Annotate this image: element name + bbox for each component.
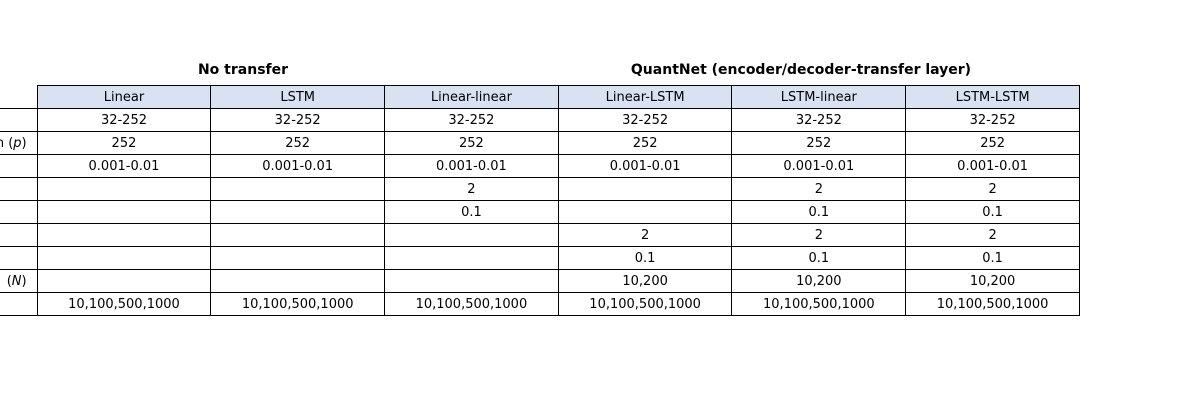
row-label: [0, 108, 38, 132]
hyperparameter-table: Linear LSTM Linear-linear Linear-LSTM LS…: [0, 85, 1080, 316]
table-cell: 0.1: [557, 246, 733, 270]
table-cell: 0.001-0.01: [384, 154, 559, 178]
table-cell: [210, 223, 386, 247]
table-cell: 2: [905, 177, 1080, 201]
row-label-tail: ): [21, 273, 27, 289]
table-cell: [210, 200, 386, 224]
table-row: 0.1 0.1 0.1: [0, 246, 1080, 270]
table-cell: 2: [384, 177, 559, 201]
table-cell: 10,100,500,1000: [905, 292, 1080, 316]
row-label: [0, 292, 38, 316]
row-label: [0, 200, 38, 224]
column-header-lstm-linear: LSTM-linear: [731, 85, 907, 109]
table-cell: [36, 223, 212, 247]
table-cell: [210, 269, 386, 293]
table-cell: 0.1: [905, 200, 1080, 224]
table-cell: 2: [557, 223, 733, 247]
table-cell: 0.001-0.01: [557, 154, 733, 178]
row-label: [0, 246, 38, 270]
column-header-linear-lstm: Linear-LSTM: [557, 85, 733, 109]
table-cell: 252: [36, 131, 212, 155]
table-cell: 32-252: [731, 108, 907, 132]
row-label: gth (p): [0, 131, 38, 155]
column-header-linear: Linear: [36, 85, 212, 109]
table-row: 32-252 32-252 32-252 32-252 32-252 32-252: [0, 108, 1080, 132]
table-cell: [210, 177, 386, 201]
quantnet-group-title: QuantNet (encoder/decoder-transfer layer…: [630, 62, 972, 78]
table-cell: [36, 200, 212, 224]
table-cell: 0.1: [905, 246, 1080, 270]
no-transfer-group-title: No transfer: [197, 62, 289, 78]
table-cell: [557, 177, 733, 201]
table-cell: 32-252: [905, 108, 1080, 132]
row-label-text: (: [6, 273, 12, 289]
table-cell: [36, 177, 212, 201]
table-cell: [210, 246, 386, 270]
table-cell: 32-252: [36, 108, 212, 132]
table-cell: [36, 269, 212, 293]
table-cell: 2: [731, 223, 907, 247]
table-row: 0.001-0.01 0.001-0.01 0.001-0.01 0.001-0.01…: [0, 154, 1080, 178]
table-cell: 10,100,500,1000: [384, 292, 559, 316]
table-cell: 0.001-0.01: [731, 154, 907, 178]
table-row: 10,100,500,1000 10,100,500,1000 10,100,500…: [0, 292, 1080, 316]
table-cell: [384, 223, 559, 247]
row-label-text: gth (: [0, 135, 14, 151]
column-header-linear-linear: Linear-linear: [384, 85, 559, 109]
table-header-row: Linear LSTM Linear-linear Linear-LSTM LS…: [0, 85, 1080, 109]
table-cell: 252: [557, 131, 733, 155]
table-cell: 0.001-0.01: [36, 154, 212, 178]
row-label: [0, 223, 38, 247]
table-cell: 0.001-0.01: [905, 154, 1080, 178]
table-cell: 10,100,500,1000: [210, 292, 386, 316]
table-cell: 0.1: [731, 246, 907, 270]
table-cell: 252: [384, 131, 559, 155]
table-cell: 0.1: [731, 200, 907, 224]
table-cell: 2: [905, 223, 1080, 247]
row-label-tail: ): [21, 135, 27, 151]
table-cell: 10,200: [557, 269, 733, 293]
table-cell: [384, 269, 559, 293]
row-label: [0, 154, 38, 178]
table-cell: 10,100,500,1000: [36, 292, 212, 316]
table-cell: 10,100,500,1000: [557, 292, 733, 316]
table-cell: 0.1: [384, 200, 559, 224]
table-cell: 252: [210, 131, 386, 155]
table-cell: [36, 246, 212, 270]
column-header-lstm-lstm: LSTM-LSTM: [905, 85, 1080, 109]
table-cell: [384, 246, 559, 270]
table-cell: 10,200: [731, 269, 907, 293]
table-cell: 252: [731, 131, 907, 155]
table-corner: [0, 86, 37, 109]
row-label: [0, 177, 38, 201]
table-body: 32-25232-25232-25232-25232-25232-252gth …: [0, 108, 1080, 316]
table-cell: 252: [905, 131, 1080, 155]
table-cell: 2: [731, 177, 907, 201]
table-cell: 0.001-0.01: [210, 154, 386, 178]
table-row: 0.1 0.1 0.1: [0, 200, 1080, 224]
table-cell: 32-252: [384, 108, 559, 132]
table-row: (N) 10,200 10,200 10,200: [0, 269, 1080, 293]
table-cell: 10,100,500,1000: [731, 292, 907, 316]
row-label-symbol: N: [11, 273, 22, 289]
table-cell: [557, 200, 733, 224]
table-cell: 32-252: [557, 108, 733, 132]
column-header-lstm: LSTM: [210, 85, 386, 109]
table-cell: 10,200: [905, 269, 1080, 293]
table-cell: 32-252: [210, 108, 386, 132]
row-label: (N): [0, 269, 38, 293]
row-label-symbol: p: [13, 135, 22, 151]
